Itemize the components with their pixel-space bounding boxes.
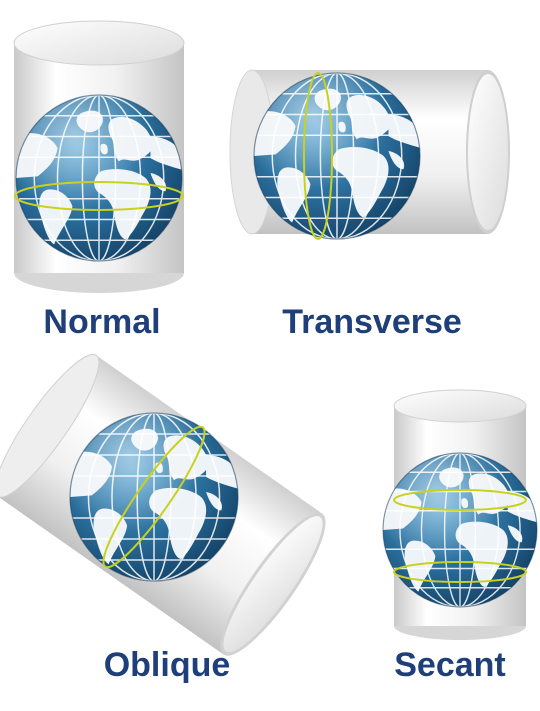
transverse-diagram <box>220 60 540 240</box>
secant-diagram <box>380 380 540 640</box>
oblique-cylinder-globe <box>0 353 326 656</box>
secant-label: Secant <box>394 646 506 684</box>
oblique-label: Oblique <box>103 646 231 684</box>
oblique-diagram <box>0 353 326 656</box>
normal-label: Normal <box>43 303 161 341</box>
normal-cylinder-globe <box>0 20 200 300</box>
transverse-label: Transverse <box>282 303 462 341</box>
secant-cylinder-globe <box>380 389 540 640</box>
transverse-cylinder-globe <box>220 60 510 240</box>
normal-diagram <box>0 0 200 300</box>
